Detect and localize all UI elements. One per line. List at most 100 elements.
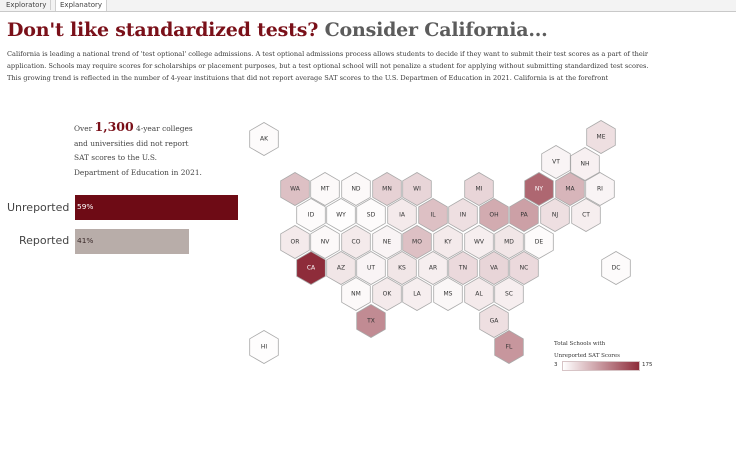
state-hex-tn[interactable]: TN	[448, 251, 478, 285]
state-hex-mn[interactable]: MN	[372, 172, 402, 206]
state-hex-mo[interactable]: MO	[402, 225, 432, 259]
state-hex-shape[interactable]	[326, 251, 356, 285]
state-hex-shape[interactable]	[418, 251, 448, 285]
state-hex-vt[interactable]: VT	[541, 145, 571, 179]
state-hex-fl[interactable]: FL	[494, 330, 524, 364]
state-hex-ne[interactable]: NE	[372, 225, 402, 259]
state-hex-shape[interactable]	[341, 172, 371, 206]
state-hex-shape[interactable]	[494, 277, 524, 311]
state-hex-shape[interactable]	[387, 198, 417, 232]
state-hex-shape[interactable]	[310, 225, 340, 259]
state-hex-shape[interactable]	[479, 251, 509, 285]
state-hex-shape[interactable]	[356, 304, 386, 338]
state-hex-nc[interactable]: NC	[509, 251, 539, 285]
state-hex-az[interactable]: AZ	[326, 251, 356, 285]
state-hex-shape[interactable]	[372, 225, 402, 259]
state-hex-shape[interactable]	[280, 225, 310, 259]
state-hex-mt[interactable]: MT	[310, 172, 340, 206]
state-hex-shape[interactable]	[601, 251, 631, 285]
state-hex-ak[interactable]: AK	[249, 122, 279, 156]
state-hex-in[interactable]: IN	[448, 198, 478, 232]
state-hex-shape[interactable]	[571, 198, 601, 232]
state-hex-oh[interactable]: OH	[479, 198, 509, 232]
state-hex-wv[interactable]: WV	[464, 225, 494, 259]
state-hex-shape[interactable]	[372, 277, 402, 311]
state-hex-nm[interactable]: NM	[341, 277, 371, 311]
state-hex-ct[interactable]: CT	[571, 198, 601, 232]
state-hex-ms[interactable]: MS	[433, 277, 463, 311]
state-hex-shape[interactable]	[524, 172, 554, 206]
state-hex-ny[interactable]: NY	[524, 172, 554, 206]
state-hex-shape[interactable]	[280, 172, 310, 206]
state-hex-shape[interactable]	[509, 251, 539, 285]
state-hex-shape[interactable]	[464, 277, 494, 311]
state-hex-md[interactable]: MD	[494, 225, 524, 259]
state-hex-tx[interactable]: TX	[356, 304, 386, 338]
state-hex-ma[interactable]: MA	[555, 172, 585, 206]
state-hex-shape[interactable]	[448, 198, 478, 232]
state-hex-wy[interactable]: WY	[326, 198, 356, 232]
state-hex-sc[interactable]: SC	[494, 277, 524, 311]
state-hex-shape[interactable]	[464, 172, 494, 206]
state-hex-shape[interactable]	[509, 198, 539, 232]
state-hex-shape[interactable]	[540, 198, 570, 232]
state-hex-shape[interactable]	[541, 145, 571, 179]
state-hex-wi[interactable]: WI	[402, 172, 432, 206]
state-hex-shape[interactable]	[310, 172, 340, 206]
state-hex-ky[interactable]: KY	[433, 225, 463, 259]
state-hex-hi[interactable]: HI	[249, 330, 279, 364]
state-hex-shape[interactable]	[586, 120, 616, 154]
state-hex-co[interactable]: CO	[341, 225, 371, 259]
state-hex-ia[interactable]: IA	[387, 198, 417, 232]
state-hex-shape[interactable]	[402, 172, 432, 206]
state-hex-shape[interactable]	[464, 225, 494, 259]
state-hex-me[interactable]: ME	[586, 120, 616, 154]
state-hex-shape[interactable]	[296, 251, 326, 285]
state-hex-mi[interactable]: MI	[464, 172, 494, 206]
tab-explanatory[interactable]: Explanatory	[55, 0, 108, 11]
state-hex-shape[interactable]	[296, 198, 326, 232]
state-hex-shape[interactable]	[570, 147, 600, 181]
state-hex-or[interactable]: OR	[280, 225, 310, 259]
state-hex-shape[interactable]	[479, 304, 509, 338]
state-hex-shape[interactable]	[479, 198, 509, 232]
state-hex-shape[interactable]	[433, 277, 463, 311]
state-hex-ks[interactable]: KS	[387, 251, 417, 285]
state-hex-wa[interactable]: WA	[280, 172, 310, 206]
state-hex-ca[interactable]: CA	[296, 251, 326, 285]
state-hex-id[interactable]: ID	[296, 198, 326, 232]
state-hex-sd[interactable]: SD	[356, 198, 386, 232]
state-hex-va[interactable]: VA	[479, 251, 509, 285]
state-hex-dc[interactable]: DC	[601, 251, 631, 285]
state-hex-ga[interactable]: GA	[479, 304, 509, 338]
state-hex-shape[interactable]	[524, 225, 554, 259]
state-hex-shape[interactable]	[341, 277, 371, 311]
state-hex-shape[interactable]	[433, 225, 463, 259]
state-hex-shape[interactable]	[341, 225, 371, 259]
state-hex-ar[interactable]: AR	[418, 251, 448, 285]
tab-exploratory[interactable]: Exploratory	[2, 0, 52, 10]
state-hex-shape[interactable]	[249, 122, 279, 156]
state-hex-shape[interactable]	[356, 251, 386, 285]
state-hex-pa[interactable]: PA	[509, 198, 539, 232]
state-hex-il[interactable]: IL	[418, 198, 448, 232]
state-hex-shape[interactable]	[418, 198, 448, 232]
state-hex-shape[interactable]	[448, 251, 478, 285]
state-hex-nh[interactable]: NH	[570, 147, 600, 181]
state-hex-shape[interactable]	[585, 172, 615, 206]
state-hex-shape[interactable]	[326, 198, 356, 232]
state-hex-ok[interactable]: OK	[372, 277, 402, 311]
state-hex-ri[interactable]: RI	[585, 172, 615, 206]
state-hex-shape[interactable]	[356, 198, 386, 232]
state-hex-shape[interactable]	[402, 225, 432, 259]
state-hex-shape[interactable]	[249, 330, 279, 364]
state-hex-shape[interactable]	[387, 251, 417, 285]
state-hex-al[interactable]: AL	[464, 277, 494, 311]
state-hex-nv[interactable]: NV	[310, 225, 340, 259]
state-hex-shape[interactable]	[555, 172, 585, 206]
state-hex-shape[interactable]	[494, 225, 524, 259]
state-hex-nj[interactable]: NJ	[540, 198, 570, 232]
state-hex-de[interactable]: DE	[524, 225, 554, 259]
state-hex-nd[interactable]: ND	[341, 172, 371, 206]
state-hex-la[interactable]: LA	[402, 277, 432, 311]
